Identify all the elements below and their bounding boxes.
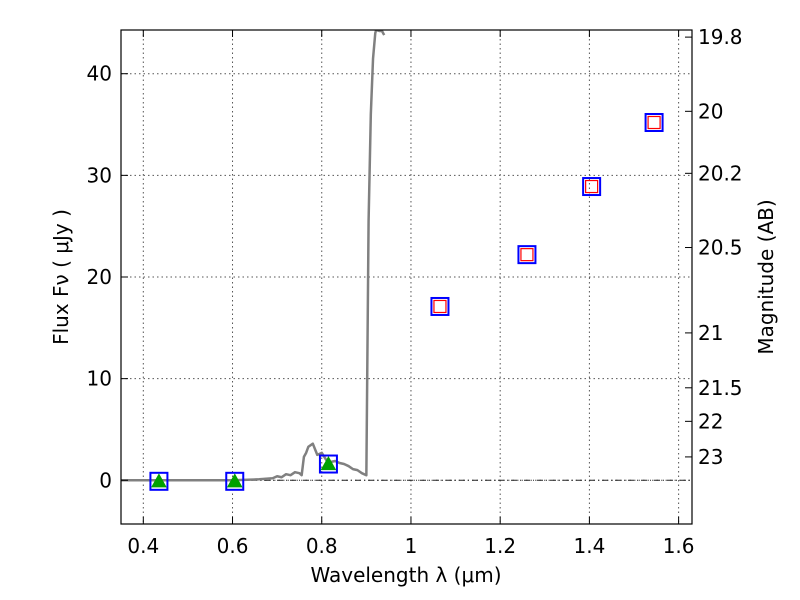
x-tick-label: 0.6 (217, 534, 249, 558)
model-optical-marker (226, 473, 243, 488)
y-axis-label: Flux Fν ( μJy ) (49, 209, 73, 345)
x-tick-label: 1.4 (573, 534, 605, 558)
plot-area (121, 30, 692, 482)
model-optical-marker (151, 473, 167, 488)
y2-tick-label: 19.8 (698, 25, 743, 49)
model-spectrum-line (121, 30, 386, 482)
observed-flux-marker (318, 454, 338, 474)
model-nir-marker (433, 299, 447, 314)
y2-tick-label: 20 (698, 99, 723, 123)
observed-flux-marker (430, 296, 450, 316)
model-nir-marker (585, 179, 599, 194)
x-axis-label: Wavelength λ (μm) (310, 563, 501, 587)
x-tick-label: 1.2 (484, 534, 516, 558)
x-tick-label: 0.8 (306, 534, 338, 558)
model-optical-marker (320, 455, 337, 471)
observed-flux-marker (517, 245, 537, 265)
markers (149, 112, 664, 491)
y-tick-label: 40 (87, 62, 112, 86)
y-tick-label: 0 (99, 468, 112, 492)
observed-flux-marker (225, 471, 245, 491)
x-tick-label: 1.6 (663, 534, 695, 558)
ticks: 0.4 0.6 0.8 1 1.2 1.4 1.6 0 10 20 30 40 19.8 20 20.2 20… (87, 25, 743, 558)
y-tick-label: 30 (87, 163, 112, 187)
x-tick-label: 1 (405, 534, 418, 558)
y2-axis-label: Magnitude (AB) (754, 199, 778, 354)
y2-tick-label: 23 (698, 445, 723, 469)
x-tick-label: 0.4 (127, 534, 159, 558)
y-tick-label: 10 (87, 367, 112, 391)
y2-tick-label: 21.5 (698, 376, 743, 400)
y2-tick-label: 21 (698, 321, 723, 345)
observed-flux-marker (644, 112, 664, 132)
y-tick-label: 20 (87, 265, 112, 289)
observed-flux-marker (582, 177, 602, 197)
model-nir-marker (647, 115, 661, 130)
y2-tick-label: 20.5 (698, 236, 743, 260)
model-nir-marker (520, 248, 534, 262)
y2-tick-label: 22 (698, 409, 723, 433)
y2-tick-label: 20.2 (698, 161, 743, 185)
observed-flux-marker (149, 471, 169, 491)
